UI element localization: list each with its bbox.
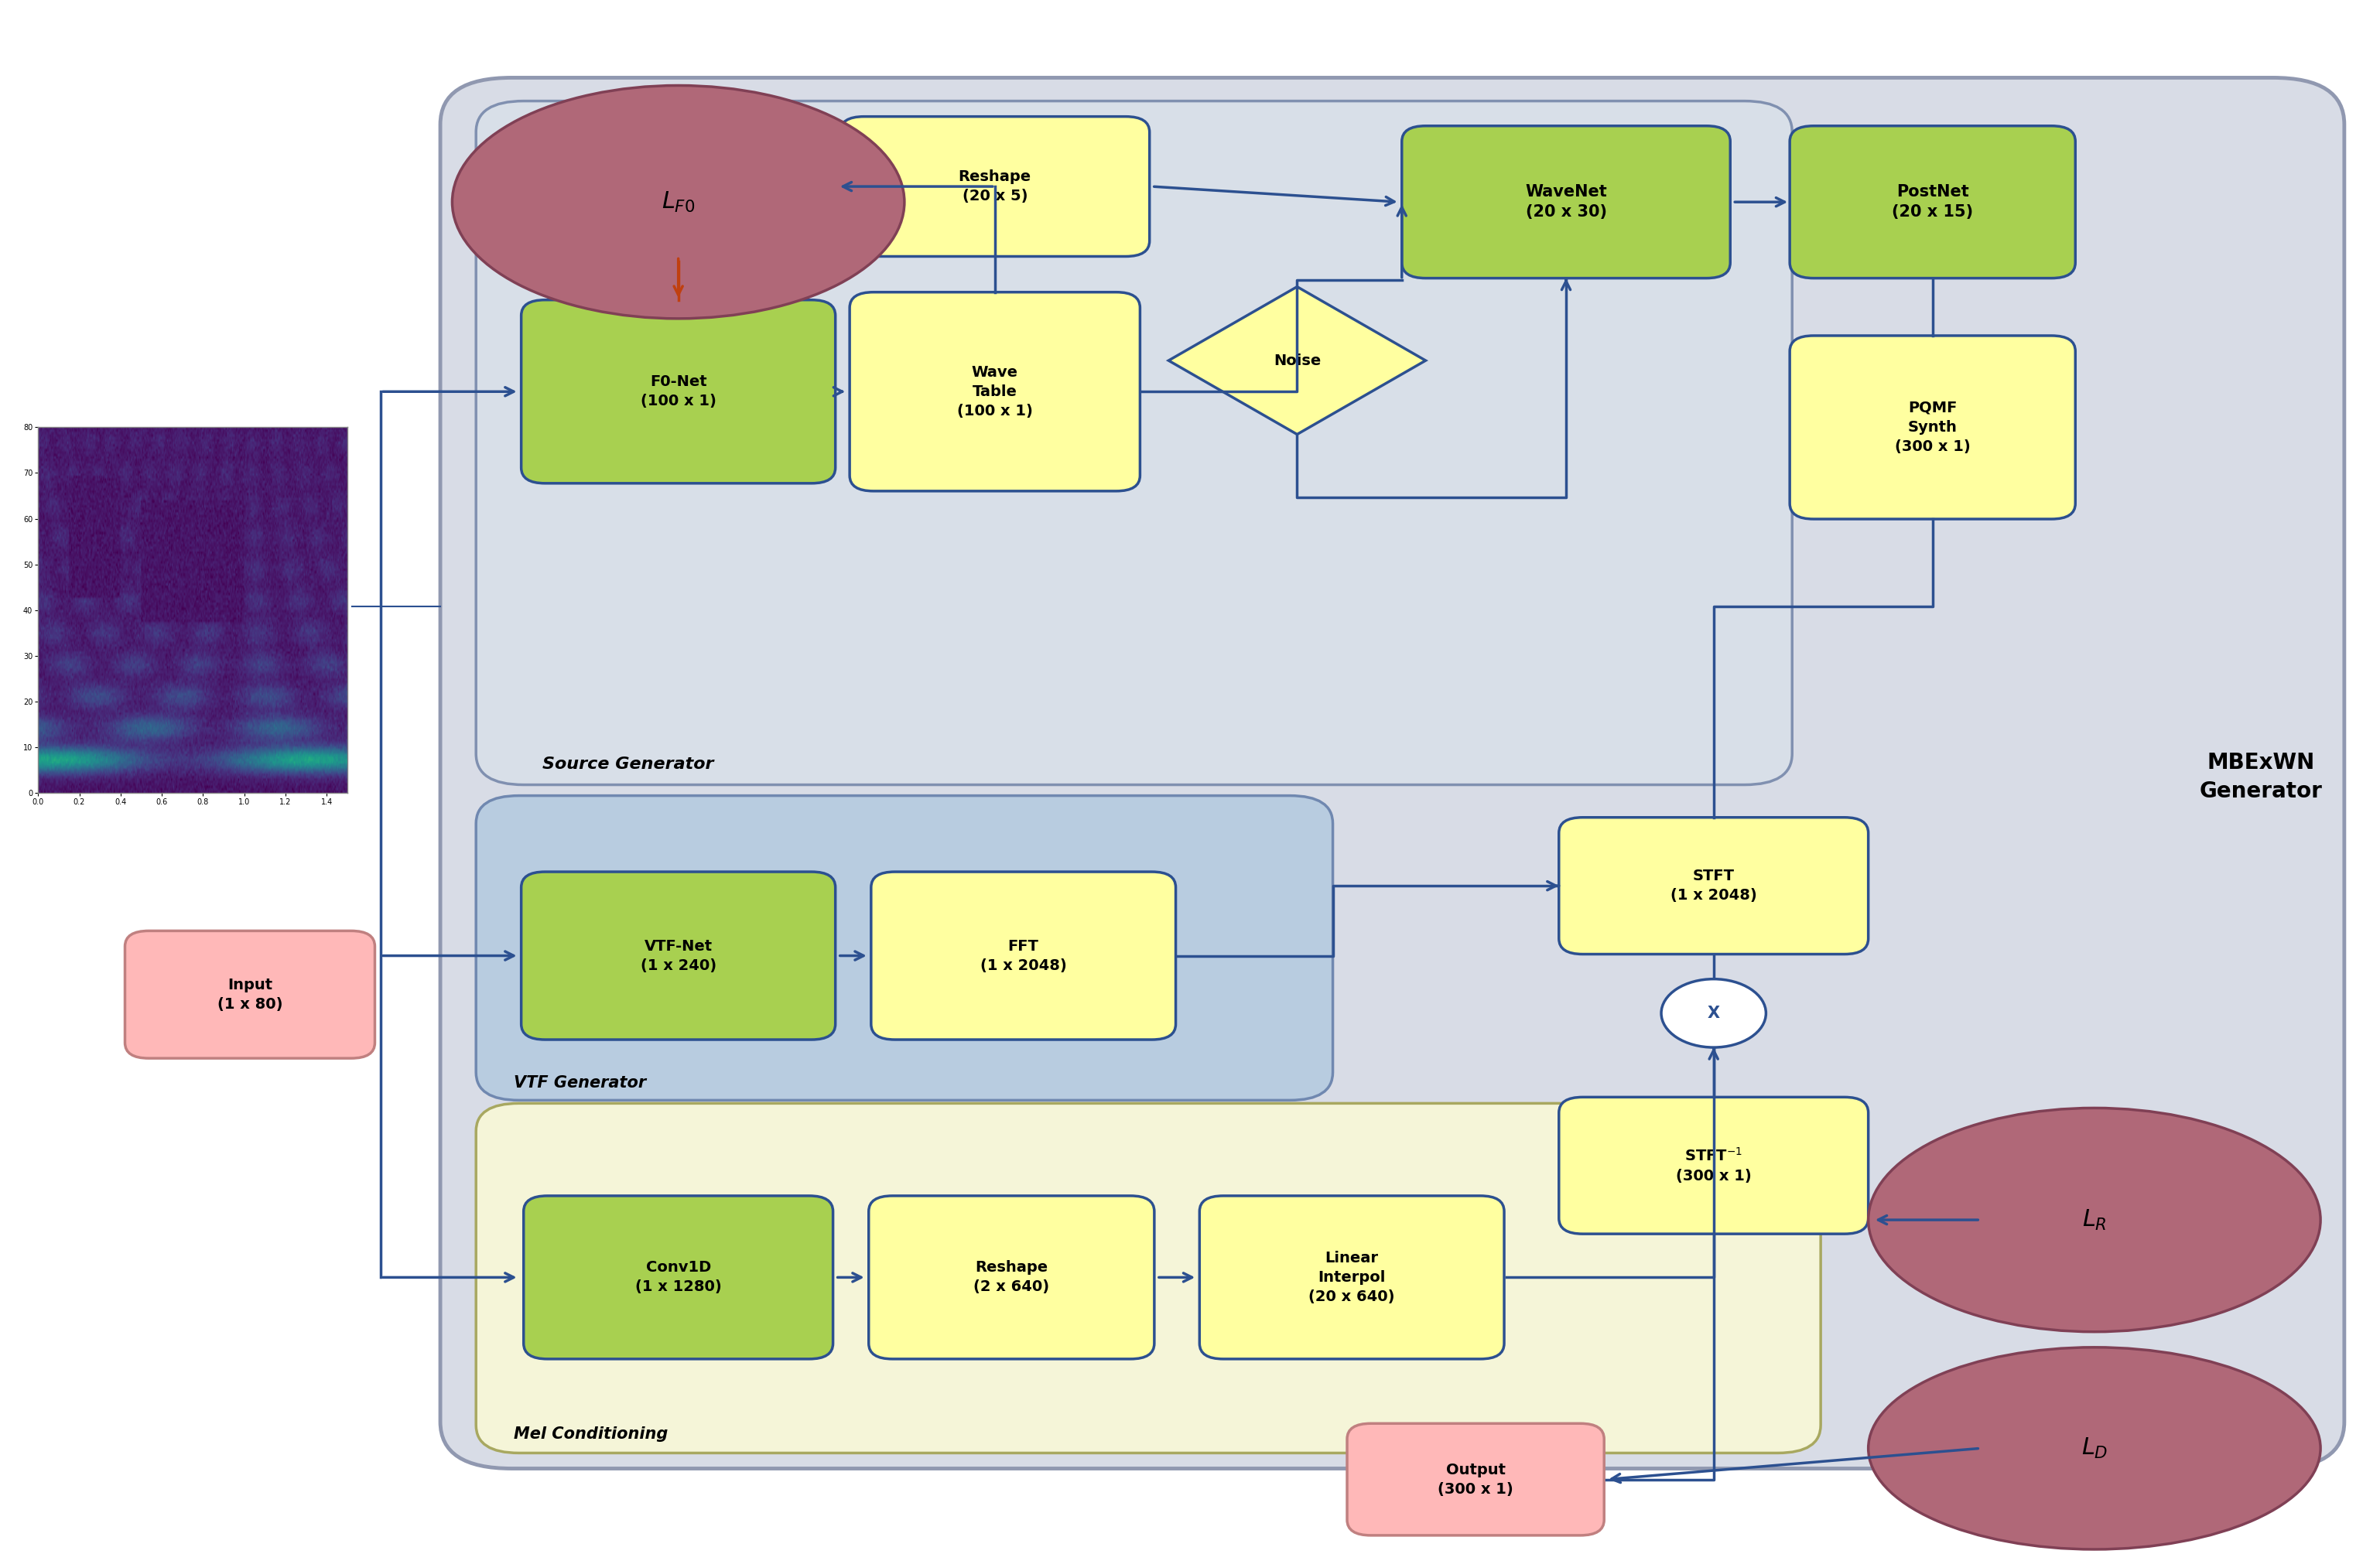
Text: PostNet
(20 x 15): PostNet (20 x 15) xyxy=(1892,183,1973,221)
FancyBboxPatch shape xyxy=(124,931,376,1058)
Text: Source Generator: Source Generator xyxy=(543,757,714,772)
FancyBboxPatch shape xyxy=(840,117,1150,256)
Text: FFT
(1 x 2048): FFT (1 x 2048) xyxy=(981,939,1066,973)
Text: X: X xyxy=(1706,1005,1721,1021)
Ellipse shape xyxy=(1868,1108,2320,1332)
FancyBboxPatch shape xyxy=(1790,336,2075,519)
FancyBboxPatch shape xyxy=(871,872,1176,1040)
FancyBboxPatch shape xyxy=(1790,126,2075,278)
Text: VTF Generator: VTF Generator xyxy=(514,1075,647,1091)
Text: $L_D$: $L_D$ xyxy=(2080,1436,2109,1461)
Text: Mel Conditioning: Mel Conditioning xyxy=(514,1427,669,1442)
Text: WaveNet
(20 x 30): WaveNet (20 x 30) xyxy=(1526,183,1606,221)
FancyBboxPatch shape xyxy=(850,292,1140,491)
FancyBboxPatch shape xyxy=(1559,817,1868,954)
Text: STFT$^{-1}$
(300 x 1): STFT$^{-1}$ (300 x 1) xyxy=(1676,1147,1752,1184)
Text: Linear
Interpol
(20 x 640): Linear Interpol (20 x 640) xyxy=(1309,1251,1395,1304)
Text: MBExWN
Generator: MBExWN Generator xyxy=(2199,752,2323,802)
Text: Noise: Noise xyxy=(1273,353,1321,368)
Text: F0-Net
(100 x 1): F0-Net (100 x 1) xyxy=(640,375,716,409)
FancyBboxPatch shape xyxy=(1559,1097,1868,1234)
Ellipse shape xyxy=(452,85,904,319)
Text: $L_{F0}$: $L_{F0}$ xyxy=(662,190,695,214)
FancyBboxPatch shape xyxy=(476,101,1792,785)
Ellipse shape xyxy=(1868,1347,2320,1549)
Text: Conv1D
(1 x 1280): Conv1D (1 x 1280) xyxy=(635,1260,721,1294)
Polygon shape xyxy=(1169,286,1426,434)
Text: STFT
(1 x 2048): STFT (1 x 2048) xyxy=(1671,869,1756,903)
FancyBboxPatch shape xyxy=(1347,1423,1604,1535)
FancyBboxPatch shape xyxy=(869,1197,1154,1358)
FancyBboxPatch shape xyxy=(1200,1197,1504,1358)
FancyBboxPatch shape xyxy=(524,1197,833,1358)
FancyBboxPatch shape xyxy=(1402,126,1730,278)
Text: Output
(300 x 1): Output (300 x 1) xyxy=(1438,1462,1514,1497)
FancyBboxPatch shape xyxy=(521,872,835,1040)
Circle shape xyxy=(1661,979,1766,1047)
FancyBboxPatch shape xyxy=(476,796,1333,1100)
Text: Reshape
(2 x 640): Reshape (2 x 640) xyxy=(973,1260,1050,1294)
FancyBboxPatch shape xyxy=(521,300,835,483)
Text: Reshape
(20 x 5): Reshape (20 x 5) xyxy=(959,169,1031,204)
Text: $L_R$: $L_R$ xyxy=(2082,1207,2106,1232)
Text: PQMF
Synth
(300 x 1): PQMF Synth (300 x 1) xyxy=(1894,401,1971,454)
FancyBboxPatch shape xyxy=(476,1103,1821,1453)
Text: VTF-Net
(1 x 240): VTF-Net (1 x 240) xyxy=(640,939,716,973)
FancyBboxPatch shape xyxy=(440,78,2344,1469)
Text: Input
(1 x 80): Input (1 x 80) xyxy=(217,977,283,1012)
Text: Wave
Table
(100 x 1): Wave Table (100 x 1) xyxy=(957,365,1033,418)
